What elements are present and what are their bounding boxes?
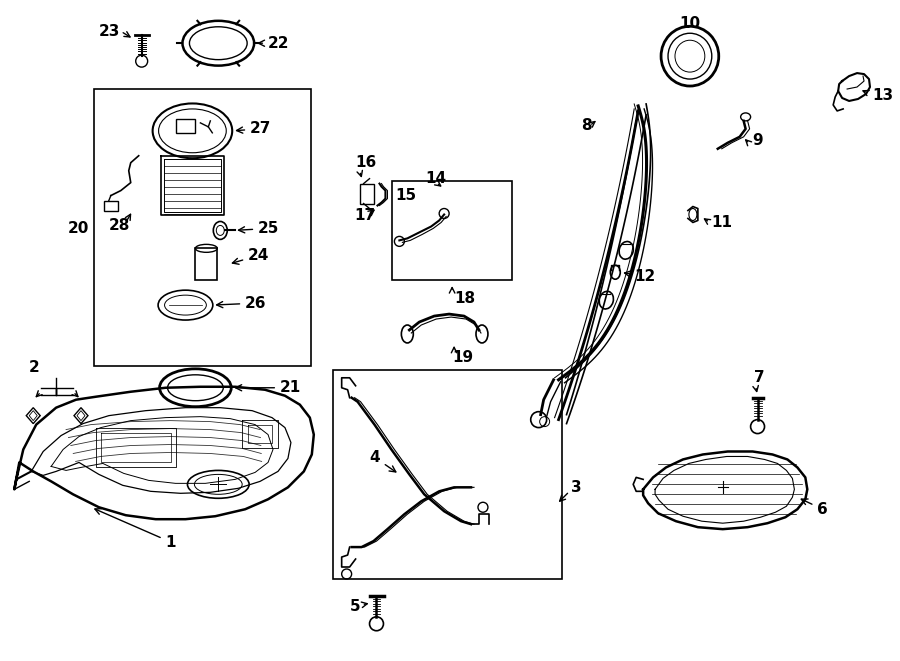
Text: 22: 22 [258,36,290,51]
Text: 23: 23 [99,24,121,39]
Text: 28: 28 [109,218,130,233]
Text: 18: 18 [454,291,475,305]
Text: 17: 17 [355,208,375,223]
Text: 4: 4 [370,450,396,472]
Text: 27: 27 [237,122,272,136]
Text: 1: 1 [94,508,176,549]
Text: 8: 8 [581,118,592,134]
Text: 2: 2 [29,360,40,375]
Text: 20: 20 [68,221,89,236]
Text: 3: 3 [571,480,581,495]
Text: 11: 11 [712,215,733,230]
Text: 15: 15 [395,188,417,203]
Text: 26: 26 [217,295,266,311]
Text: 14: 14 [425,171,446,186]
Text: 25: 25 [238,221,280,236]
Text: 9: 9 [752,134,763,148]
Text: 12: 12 [634,269,655,284]
Text: 7: 7 [753,370,764,385]
Text: 16: 16 [356,155,377,171]
Text: 21: 21 [236,380,302,395]
Text: 10: 10 [680,16,700,31]
Text: 13: 13 [872,89,893,104]
Text: 5: 5 [349,600,360,614]
Text: 6: 6 [801,499,828,517]
Text: 19: 19 [452,350,473,366]
Text: 24: 24 [232,248,269,264]
